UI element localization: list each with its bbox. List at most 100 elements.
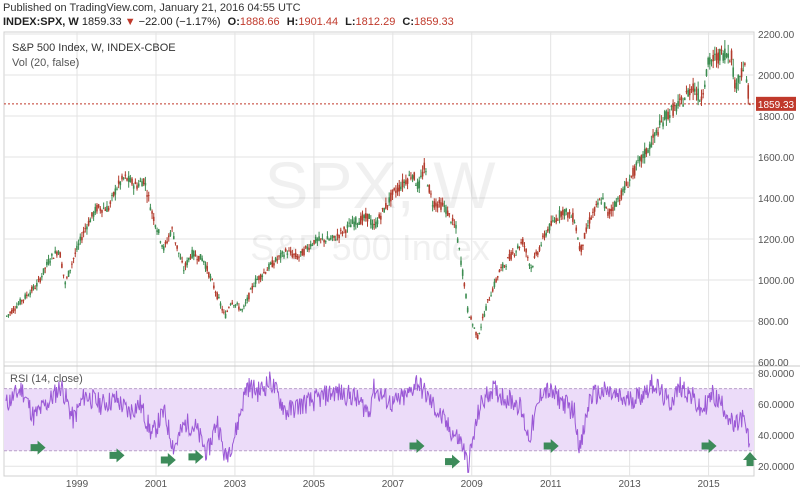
candle-body [371,223,374,229]
candle-body [478,333,481,335]
candle-body [403,181,406,184]
candle-body [306,246,309,250]
candle-body [446,210,449,217]
candle-body [436,204,439,208]
candle-body [431,205,434,207]
candle-body [34,288,36,290]
symbol-label[interactable]: INDEX:SPX, W [3,16,79,28]
candle-body [356,223,359,225]
volume-legend[interactable]: Vol (20, false) [12,57,79,69]
candle-body [376,220,379,225]
time-axis[interactable]: 1999 2001 2003 2005 2007 2009 2011 2013 2015 [66,479,720,490]
price-tick-label: 1400.00 [758,194,795,205]
candle-body [505,266,507,268]
candle-body [37,279,40,281]
candle-body [309,243,312,247]
candle-body [331,235,334,238]
candle-body [162,246,165,251]
candle-body [241,309,244,311]
candle-body [142,178,145,185]
last-price: 1859.33 [81,16,122,28]
main-legend[interactable]: S&P 500 Index, W, INDEX-CBOE [12,42,176,54]
candle-body [311,244,314,246]
candle-body [678,98,681,100]
candle-body [648,144,651,150]
candle-body [530,267,532,269]
candle-body [714,53,716,55]
candle-body [127,175,130,182]
candle-body [17,303,20,305]
candle-body [577,238,579,240]
chart-frame[interactable]: SPX, W S&P 500 Index S&P 500 Index, W, I… [0,30,800,494]
candle-body [415,184,417,186]
candle-body [228,307,230,309]
rsi-axis[interactable]: 20.0000 40.0000 60.0000 80.0000 [758,369,795,473]
time-tick-label: 2007 [382,479,405,490]
candle-body [627,186,629,188]
candle-body [498,270,501,273]
candle-body [365,213,367,219]
candle-body [610,208,613,211]
candle-body [602,197,604,199]
arrow-right-icon [160,453,176,468]
candle-body [209,276,212,279]
candle-body [79,236,82,241]
candle-body [219,303,222,306]
candle-body [373,224,375,226]
candle-body [583,232,586,239]
candle-body [107,207,110,211]
candle-body [537,252,539,255]
price-tick-label: 2000.00 [758,71,795,82]
candle-body [511,252,514,254]
candle-body [527,257,529,259]
candle-body [116,188,118,190]
candle-body [697,88,699,101]
arrow-right-icon [409,439,425,454]
candle-body [458,248,461,250]
candle-body [673,105,676,107]
candle-body [543,233,546,238]
candle-body [570,216,573,218]
candle-body [682,104,684,107]
candle-body [466,307,469,312]
candle-body [532,265,534,267]
candle-body [296,256,299,260]
candle-body [548,223,551,231]
candle-body [328,239,330,241]
candle-body [321,238,324,240]
candle-body [483,313,486,317]
candle-body [720,49,723,51]
candle-body [39,278,41,283]
candle-body [101,209,103,213]
candle-body [149,207,152,211]
candle-body [420,175,422,178]
candle-body [705,69,708,76]
candle-body [607,211,609,216]
candle-body [618,200,621,202]
price-axis[interactable]: 600.00 800.00 1000.00 1200.00 1400.00 1600.00… [758,30,795,369]
candle-body [535,251,537,255]
candle-body [675,105,678,112]
candle-body [198,255,200,262]
candle-body [294,252,297,257]
candle-body [605,206,608,208]
arrow-up-icon [743,452,758,467]
candle-body [9,312,11,314]
candle-body [76,245,78,250]
candle-body [396,187,399,192]
candle-body [592,211,594,214]
time-tick-label: 2001 [145,479,168,490]
candle-body [274,257,277,262]
arrow-right-icon [109,448,125,463]
candle-body [413,172,416,180]
candle-body [410,177,412,179]
candle-body [496,276,499,278]
candle-body [126,178,128,181]
candle-body [71,263,73,265]
candle-body [486,299,489,301]
candle-body [353,221,355,227]
candle-body [253,285,255,287]
time-tick-label: 2013 [619,479,642,490]
rsi-legend[interactable]: RSI (14, close) [10,373,83,385]
candle-body [94,206,97,213]
